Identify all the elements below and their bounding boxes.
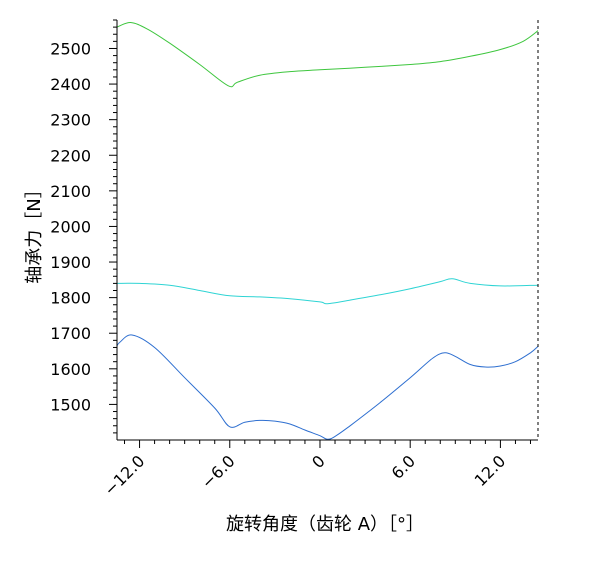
y-tick-label: 2200 bbox=[50, 146, 91, 165]
y-tick-label: 2500 bbox=[50, 39, 91, 58]
y-tick-label: 1800 bbox=[50, 289, 91, 308]
y-tick-label: 2400 bbox=[50, 75, 91, 94]
x-tick-label: 0 bbox=[308, 451, 329, 472]
y-axis-title: 轴承力［N］ bbox=[24, 180, 45, 283]
series-line-2 bbox=[116, 278, 539, 305]
y-tick-label: 1600 bbox=[50, 360, 91, 379]
series-layer bbox=[116, 21, 539, 440]
y-axis-tick-labels: 1500 1600 1700 1800 1900 2000 2100 2200 2300 2400… bbox=[50, 39, 91, 414]
series-line-1 bbox=[116, 21, 539, 88]
y-tick-label: 1500 bbox=[50, 395, 91, 414]
x-tick-label: 12.0 bbox=[471, 451, 510, 490]
y-axis-major-ticks bbox=[109, 47, 117, 405]
y-tick-label: 2100 bbox=[50, 182, 91, 201]
x-axis-title: 旋转角度（齿轮 A）［°］ bbox=[226, 514, 424, 535]
x-tick-label: 6.0 bbox=[388, 451, 419, 482]
series-line-3 bbox=[116, 334, 539, 440]
y-tick-label: 2000 bbox=[50, 217, 91, 236]
y-tick-label: 1900 bbox=[50, 253, 91, 272]
x-axis-tick-labels: −12.0 −6.0 0 6.0 12.0 bbox=[100, 451, 509, 499]
y-tick-label: 2300 bbox=[50, 111, 91, 130]
y-tick-label: 1700 bbox=[50, 324, 91, 343]
y-axis-minor-ticks bbox=[113, 19, 117, 434]
x-tick-label: −12.0 bbox=[100, 451, 148, 499]
x-tick-label: −6.0 bbox=[198, 451, 239, 492]
x-axis-ticks bbox=[124, 440, 531, 448]
